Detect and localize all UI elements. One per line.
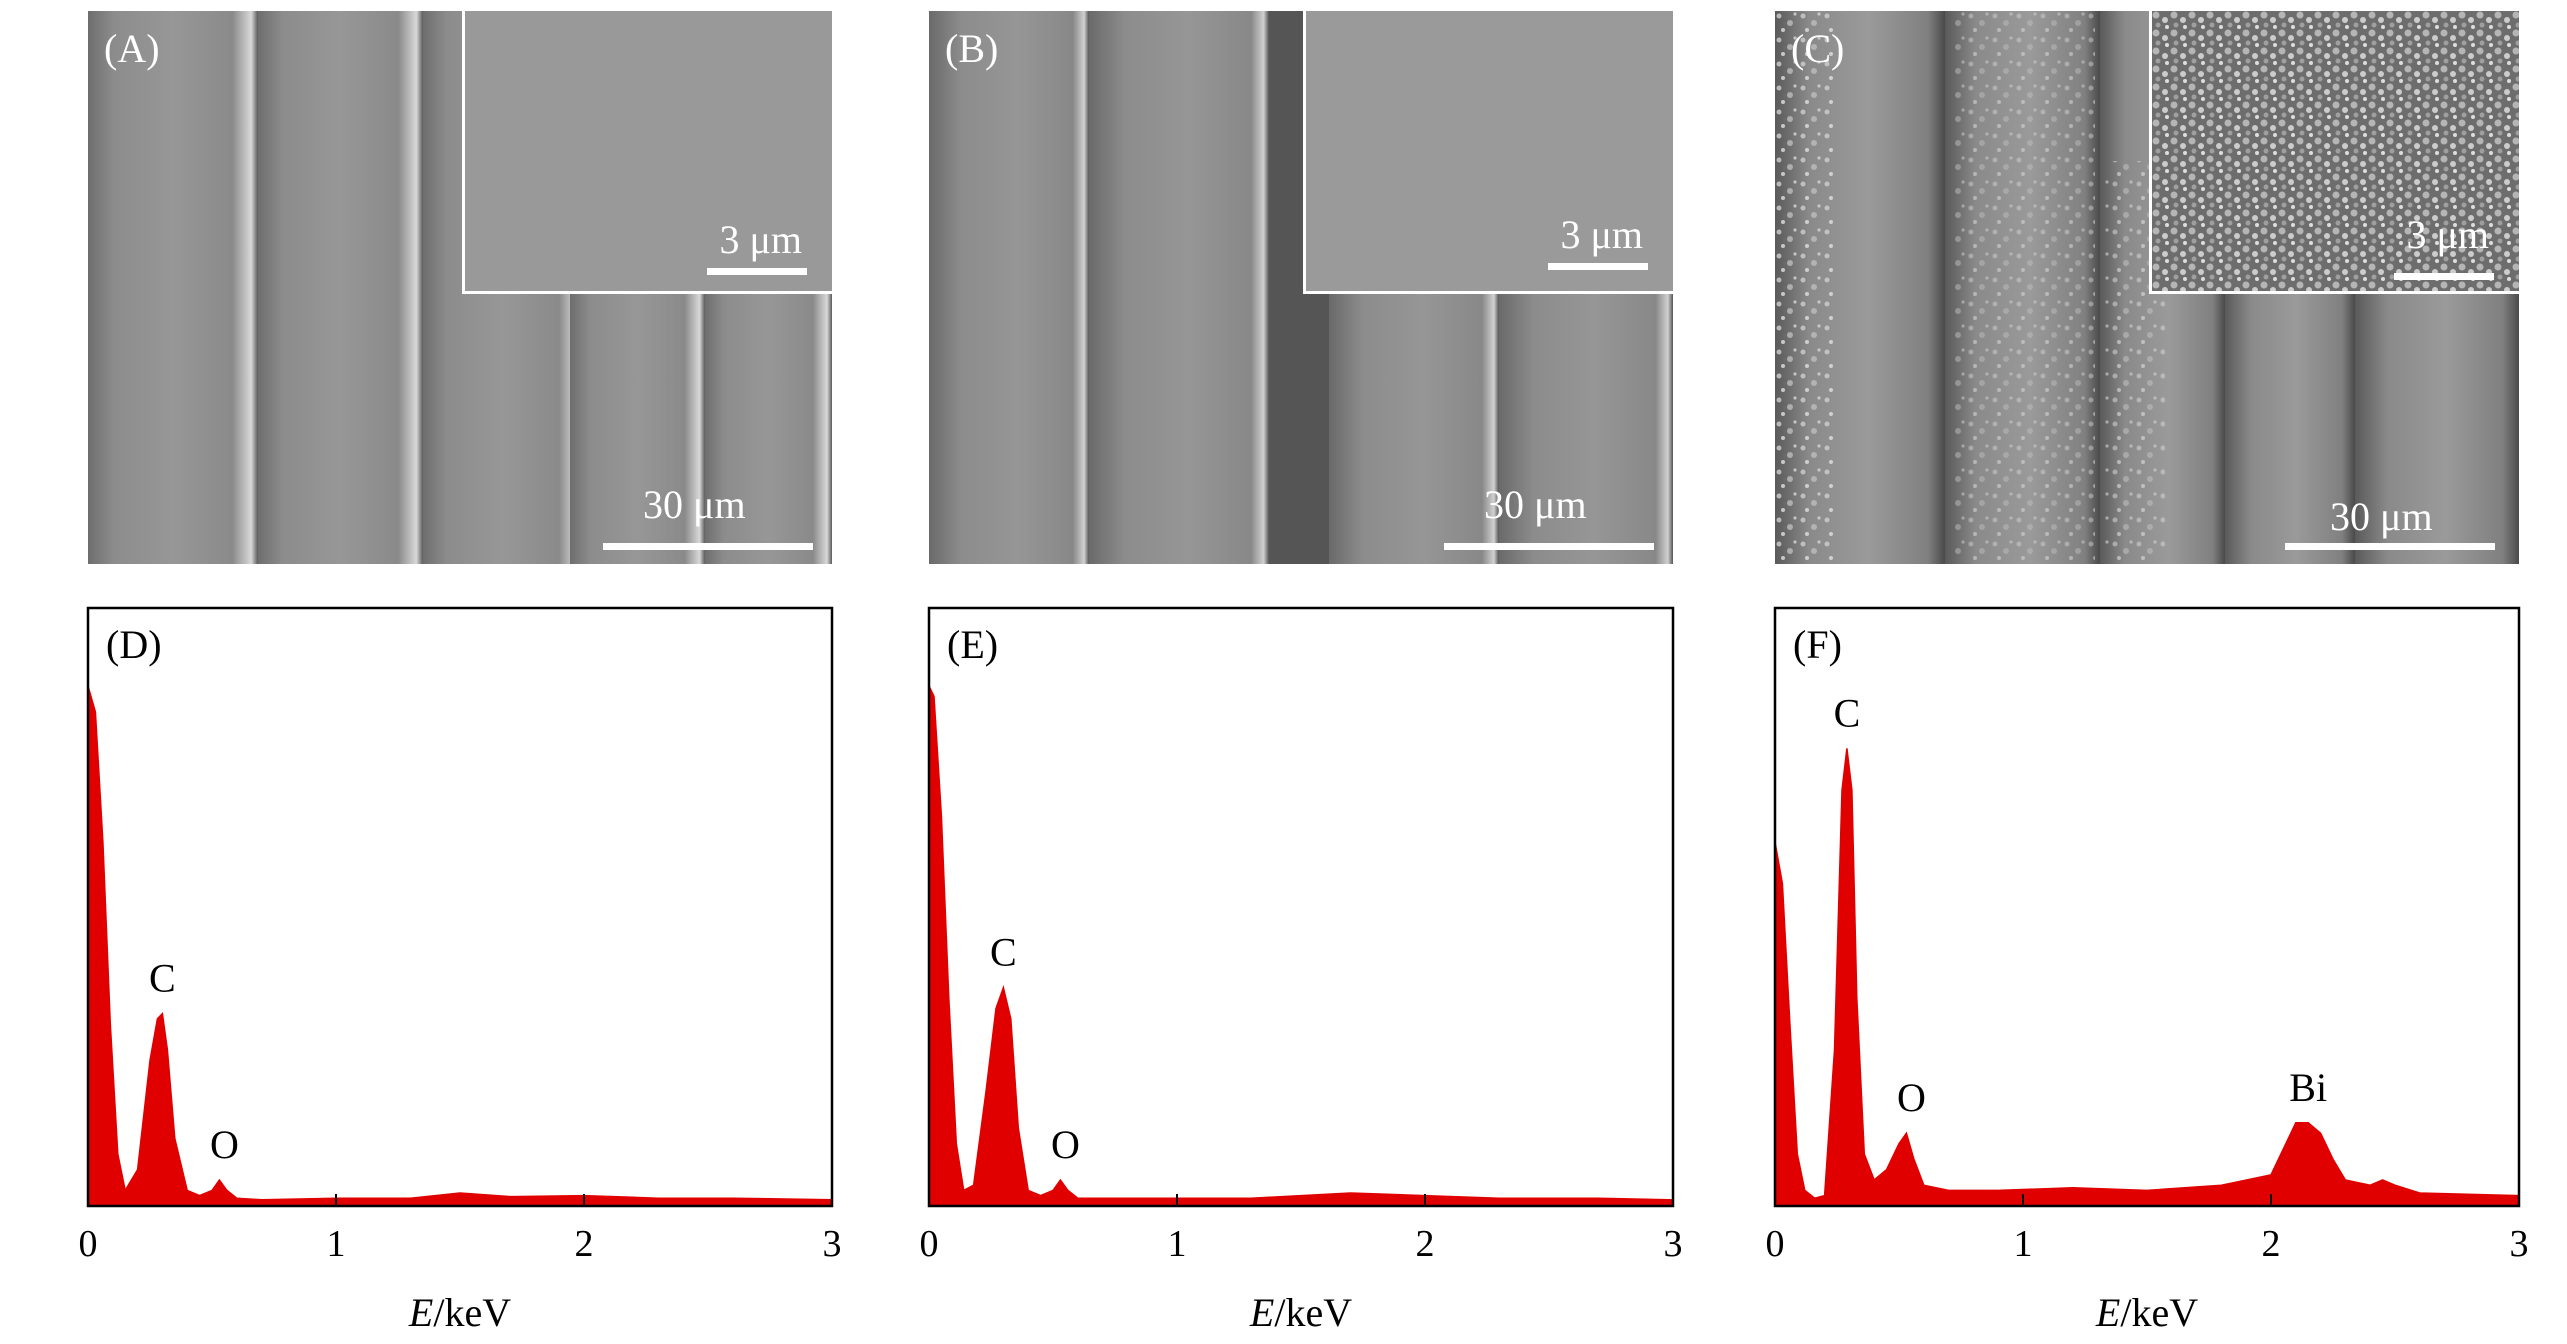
x-tick-label: 3 <box>2510 1223 2529 1265</box>
sem-inset: 3 μm <box>1303 11 1673 294</box>
main-scale-label: 30 μm <box>2330 494 2433 539</box>
panel-label: (E) <box>947 622 998 667</box>
x-tick-label: 0 <box>79 1223 98 1265</box>
main-scale-label: 30 μm <box>643 482 746 527</box>
x-axis-label: E/keV <box>408 1290 511 1335</box>
plot-frame <box>86 606 834 1208</box>
sem-image-b: 3 μm (B) 30 μm <box>929 11 1673 564</box>
spectrum-area <box>1774 748 2520 1207</box>
x-axis-label-symbol: E <box>1249 1290 1274 1335</box>
x-tick-label: 1 <box>1168 1223 1187 1265</box>
x-tick-label: 1 <box>327 1223 346 1265</box>
inset-scale-label: 3 μm <box>2406 212 2489 257</box>
x-axis-label-unit: /keV <box>1274 1290 1352 1335</box>
inset-scale-label: 3 μm <box>1560 212 1643 257</box>
x-axis-label: E/keV <box>2095 1290 2198 1335</box>
inset-scale-bar <box>2394 273 2494 280</box>
inset-scale-bar <box>1548 263 1648 270</box>
peak-label: O <box>1897 1075 1926 1120</box>
plot-frame <box>1773 606 2521 1208</box>
inset-scale-bar <box>707 268 807 275</box>
main-scale-bar <box>1444 543 1654 550</box>
x-tick-label: 2 <box>2262 1223 2281 1265</box>
x-tick-label: 2 <box>575 1223 594 1265</box>
eds-chart-1: 0 1 2 3 E/keV (D) C O <box>79 606 842 1335</box>
x-axis-label-symbol: E <box>2095 1290 2120 1335</box>
x-tick-label: 0 <box>1766 1223 1785 1265</box>
peak-label: C <box>1834 690 1861 735</box>
sem-inset: 3 μm <box>2149 11 2519 294</box>
inset-scale-label: 3 μm <box>719 217 802 262</box>
sem-image-a: 3 μm (A) 30 μm <box>88 11 832 564</box>
x-tick-label: 0 <box>920 1223 939 1265</box>
x-tick-label: 2 <box>1416 1223 1435 1265</box>
x-tick-label: 1 <box>2014 1223 2033 1265</box>
panel-label: (D) <box>106 622 162 667</box>
x-tick-label: 3 <box>823 1223 842 1265</box>
x-axis-label-unit: /keV <box>433 1290 511 1335</box>
x-tick-label: 3 <box>1664 1223 1683 1265</box>
panel-label: (A) <box>104 26 160 71</box>
peak-label: C <box>990 930 1017 975</box>
panel-label: (F) <box>1793 622 1842 667</box>
main-scale-bar <box>2285 543 2495 550</box>
eds-chart-2: 0 1 2 3 E/keV (E) C O <box>920 606 1683 1335</box>
x-axis-label-unit: /keV <box>2120 1290 2198 1335</box>
x-axis-label: E/keV <box>1249 1290 1352 1335</box>
peak-label: O <box>1051 1122 1080 1167</box>
eds-chart-3: 0 1 2 3 E/keV (F) C O Bi <box>1766 606 2529 1335</box>
x-axis-label-symbol: E <box>408 1290 433 1335</box>
spectrum-area <box>928 685 1674 1207</box>
main-scale-bar <box>603 543 813 550</box>
plot-frame <box>927 606 1675 1208</box>
spectrum-area <box>87 685 833 1207</box>
sem-image-c: 3 μm (C) 30 μm <box>1775 11 2519 564</box>
sem-inset: 3 μm <box>462 11 832 294</box>
panel-label: (C) <box>1791 26 1845 71</box>
peak-label: O <box>210 1122 239 1167</box>
peak-label: Bi <box>2289 1065 2327 1110</box>
main-scale-label: 30 μm <box>1484 482 1587 527</box>
peak-label: C <box>149 956 176 1001</box>
panel-label: (B) <box>945 26 999 71</box>
